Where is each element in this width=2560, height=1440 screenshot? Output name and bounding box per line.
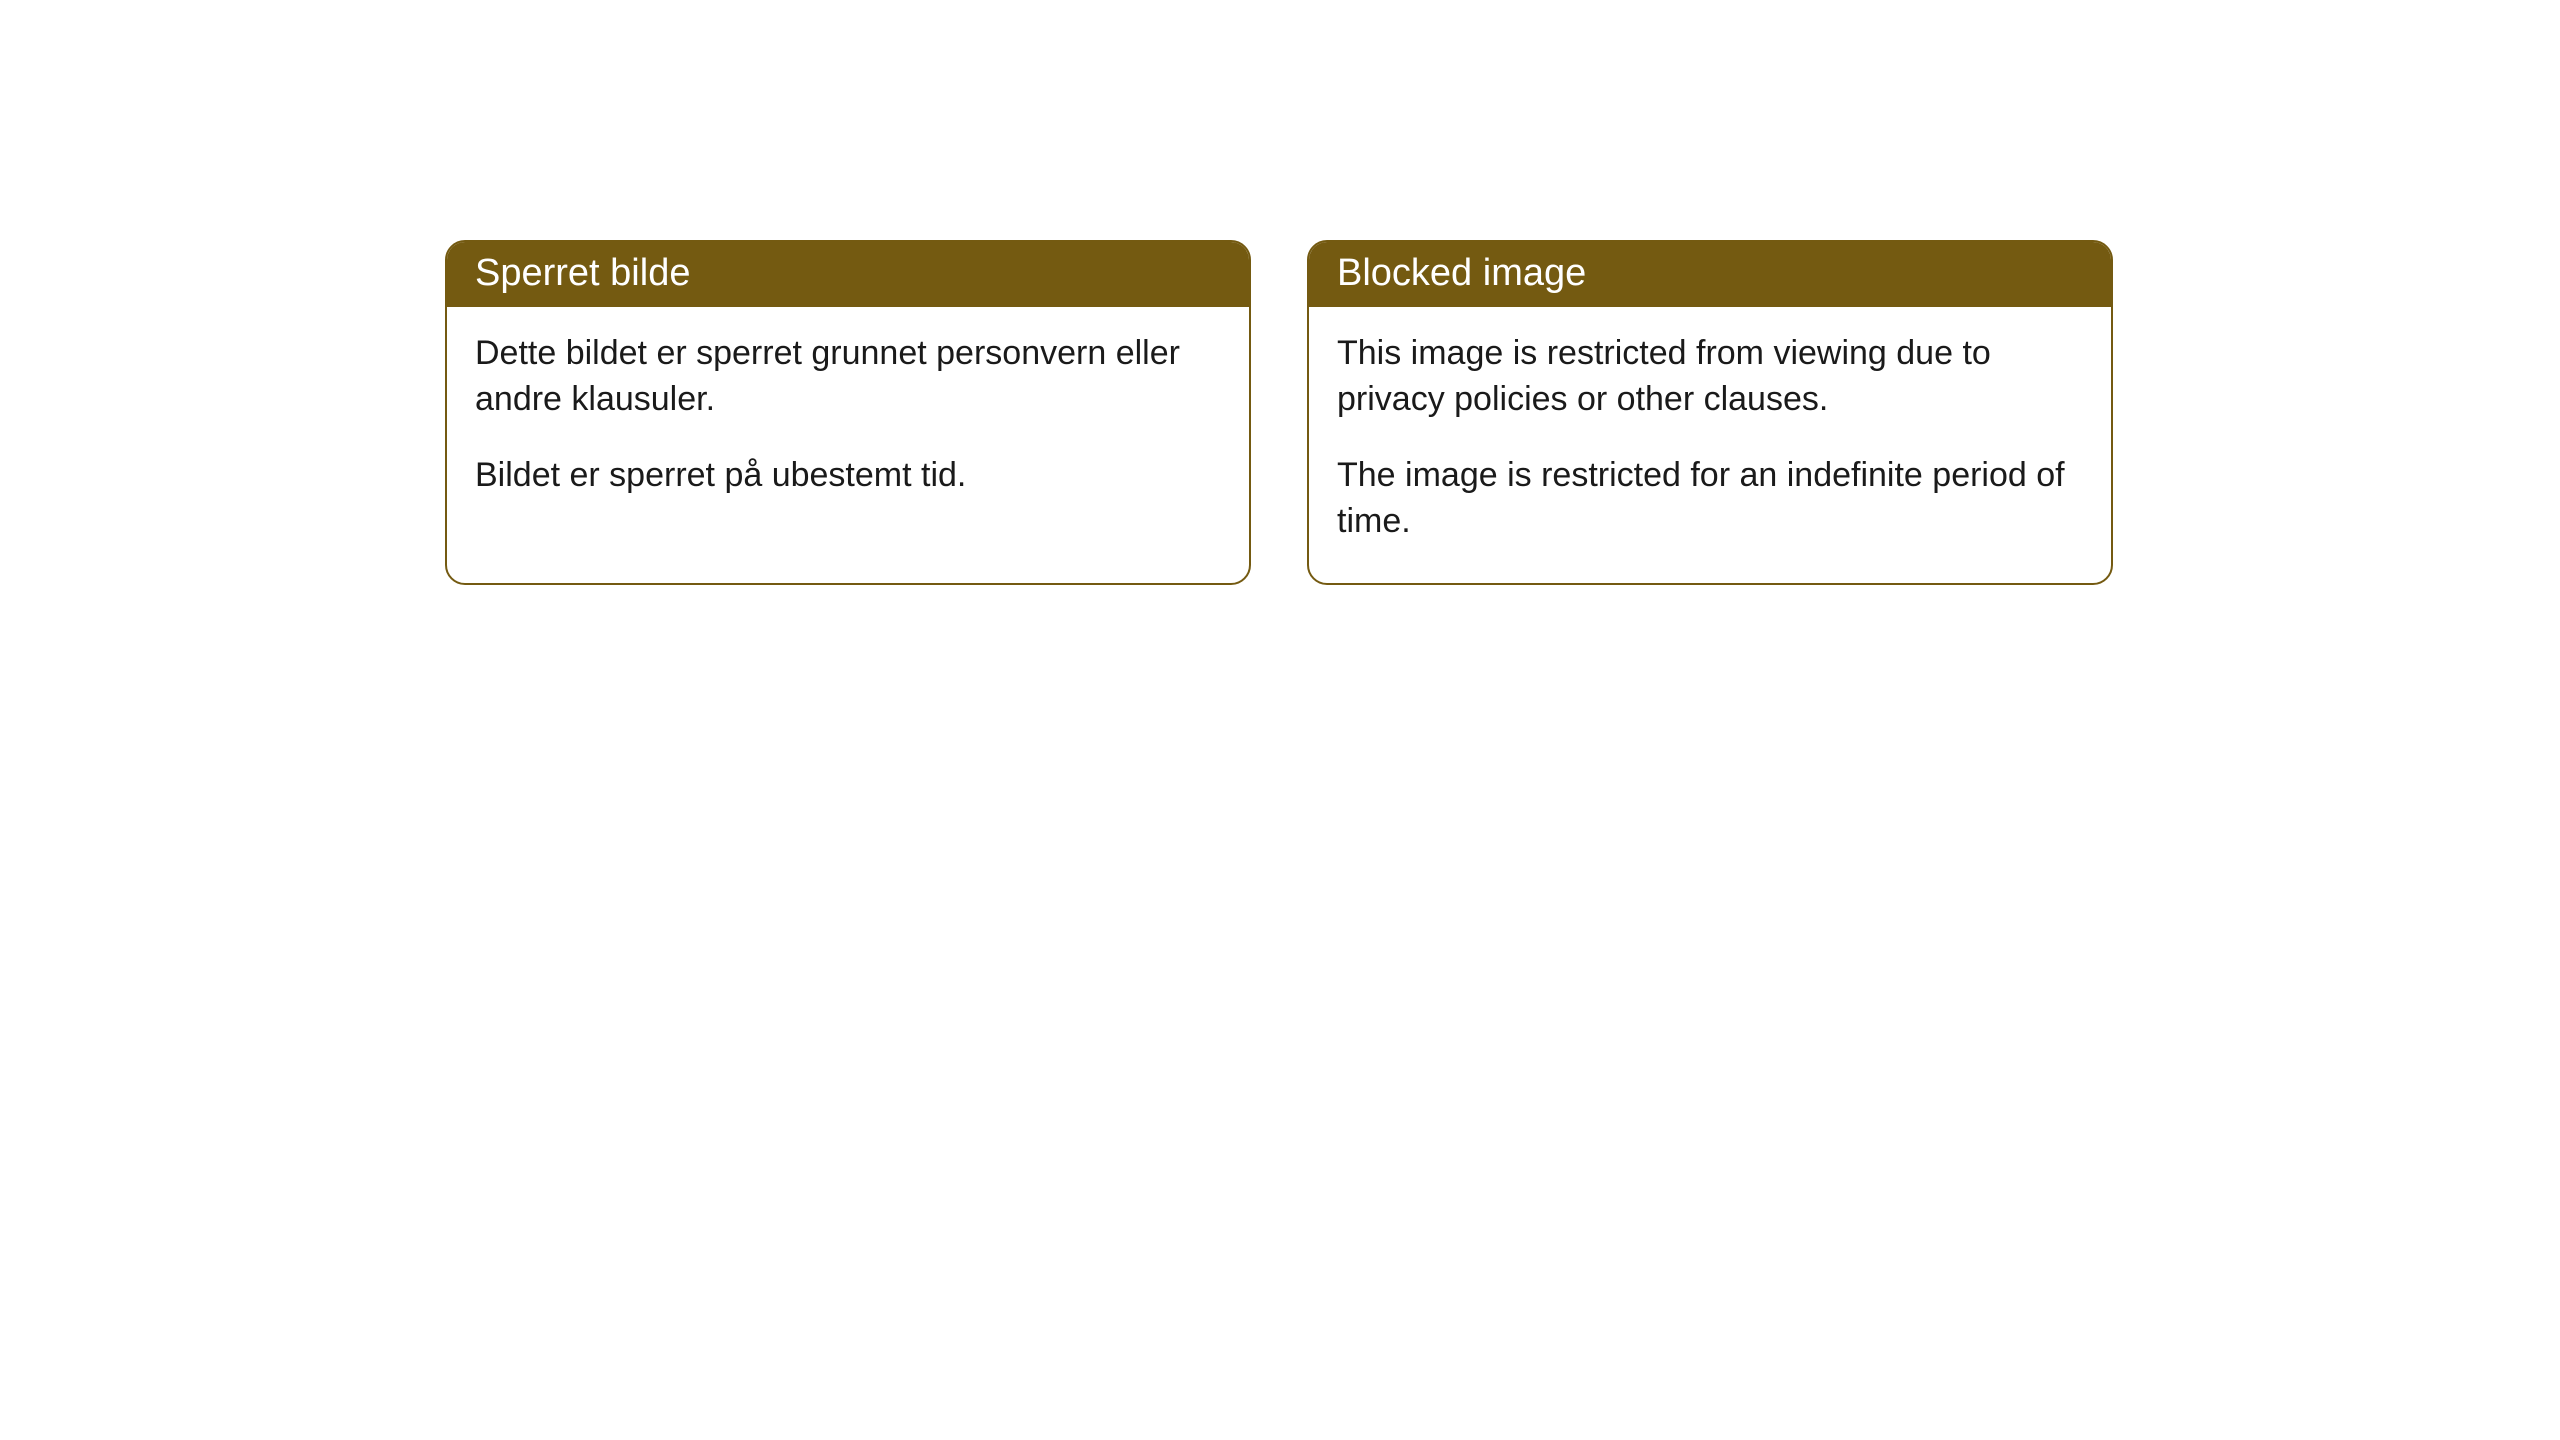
card-body-english: This image is restricted from viewing du… bbox=[1309, 307, 2111, 583]
card-paragraph-1-english: This image is restricted from viewing du… bbox=[1337, 331, 2083, 423]
card-title-english: Blocked image bbox=[1309, 242, 2111, 307]
blocked-image-card-norwegian: Sperret bilde Dette bildet er sperret gr… bbox=[445, 240, 1251, 585]
notice-cards-container: Sperret bilde Dette bildet er sperret gr… bbox=[0, 0, 2560, 585]
blocked-image-card-english: Blocked image This image is restricted f… bbox=[1307, 240, 2113, 585]
card-body-norwegian: Dette bildet er sperret grunnet personve… bbox=[447, 307, 1249, 537]
card-paragraph-2-english: The image is restricted for an indefinit… bbox=[1337, 453, 2083, 545]
card-paragraph-1-norwegian: Dette bildet er sperret grunnet personve… bbox=[475, 331, 1221, 423]
card-paragraph-2-norwegian: Bildet er sperret på ubestemt tid. bbox=[475, 453, 1221, 499]
card-title-norwegian: Sperret bilde bbox=[447, 242, 1249, 307]
